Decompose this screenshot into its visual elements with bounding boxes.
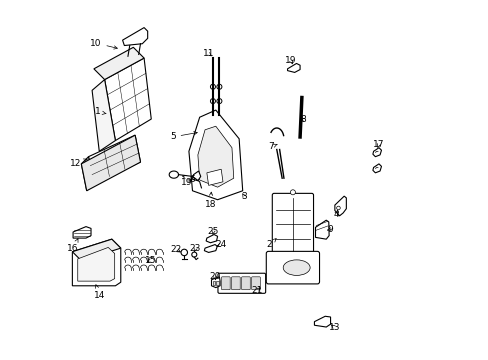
Text: 6: 6 bbox=[182, 175, 195, 184]
Polygon shape bbox=[122, 28, 147, 45]
Polygon shape bbox=[78, 247, 115, 281]
Text: 11: 11 bbox=[203, 49, 214, 58]
FancyBboxPatch shape bbox=[241, 277, 250, 290]
Polygon shape bbox=[94, 47, 144, 80]
Text: 20: 20 bbox=[209, 272, 220, 281]
Polygon shape bbox=[92, 80, 115, 151]
FancyBboxPatch shape bbox=[231, 277, 240, 290]
Polygon shape bbox=[206, 169, 223, 185]
Polygon shape bbox=[81, 135, 140, 191]
Polygon shape bbox=[198, 126, 233, 187]
Polygon shape bbox=[72, 239, 121, 261]
Circle shape bbox=[210, 84, 215, 89]
Polygon shape bbox=[73, 226, 91, 238]
Text: 18: 18 bbox=[204, 192, 216, 209]
Text: 17: 17 bbox=[372, 140, 384, 149]
Text: 22: 22 bbox=[170, 245, 182, 254]
Polygon shape bbox=[88, 135, 140, 184]
Text: 12: 12 bbox=[70, 159, 87, 168]
Circle shape bbox=[336, 206, 340, 210]
Polygon shape bbox=[372, 164, 381, 173]
Text: 19: 19 bbox=[180, 178, 192, 187]
Text: 4: 4 bbox=[332, 210, 338, 219]
Text: 8: 8 bbox=[300, 115, 306, 124]
Bar bbox=[212, 282, 215, 285]
Ellipse shape bbox=[283, 260, 309, 275]
Text: 25: 25 bbox=[207, 227, 219, 236]
Text: 7: 7 bbox=[268, 142, 277, 151]
Circle shape bbox=[217, 99, 222, 104]
FancyBboxPatch shape bbox=[218, 273, 265, 293]
Polygon shape bbox=[81, 157, 94, 191]
Polygon shape bbox=[372, 148, 381, 157]
Polygon shape bbox=[211, 277, 220, 288]
FancyBboxPatch shape bbox=[251, 277, 260, 290]
Text: 23: 23 bbox=[189, 244, 201, 253]
Circle shape bbox=[290, 190, 295, 195]
Text: 5: 5 bbox=[169, 131, 197, 141]
Polygon shape bbox=[314, 316, 330, 327]
Bar bbox=[216, 282, 219, 285]
FancyBboxPatch shape bbox=[221, 277, 230, 290]
Text: 15: 15 bbox=[144, 256, 156, 265]
Polygon shape bbox=[206, 234, 217, 243]
Text: 3: 3 bbox=[241, 192, 247, 201]
Text: 21: 21 bbox=[251, 286, 262, 295]
Polygon shape bbox=[192, 171, 201, 181]
Polygon shape bbox=[287, 63, 300, 72]
Circle shape bbox=[191, 252, 196, 257]
Circle shape bbox=[210, 99, 215, 104]
Polygon shape bbox=[72, 239, 121, 286]
Polygon shape bbox=[188, 110, 242, 200]
FancyBboxPatch shape bbox=[266, 251, 319, 284]
Text: 2: 2 bbox=[266, 239, 276, 249]
Text: 24: 24 bbox=[215, 240, 226, 249]
Text: 14: 14 bbox=[93, 285, 105, 300]
Polygon shape bbox=[204, 244, 217, 252]
Text: 10: 10 bbox=[90, 39, 117, 49]
Text: 1: 1 bbox=[94, 107, 106, 116]
Circle shape bbox=[217, 84, 222, 89]
Text: 9: 9 bbox=[327, 225, 333, 234]
Text: 13: 13 bbox=[328, 323, 340, 332]
Text: 16: 16 bbox=[67, 239, 79, 253]
Circle shape bbox=[181, 249, 187, 256]
Text: 19: 19 bbox=[285, 57, 296, 66]
Polygon shape bbox=[315, 220, 328, 239]
FancyBboxPatch shape bbox=[272, 193, 313, 255]
Polygon shape bbox=[334, 196, 346, 216]
Polygon shape bbox=[104, 58, 151, 140]
